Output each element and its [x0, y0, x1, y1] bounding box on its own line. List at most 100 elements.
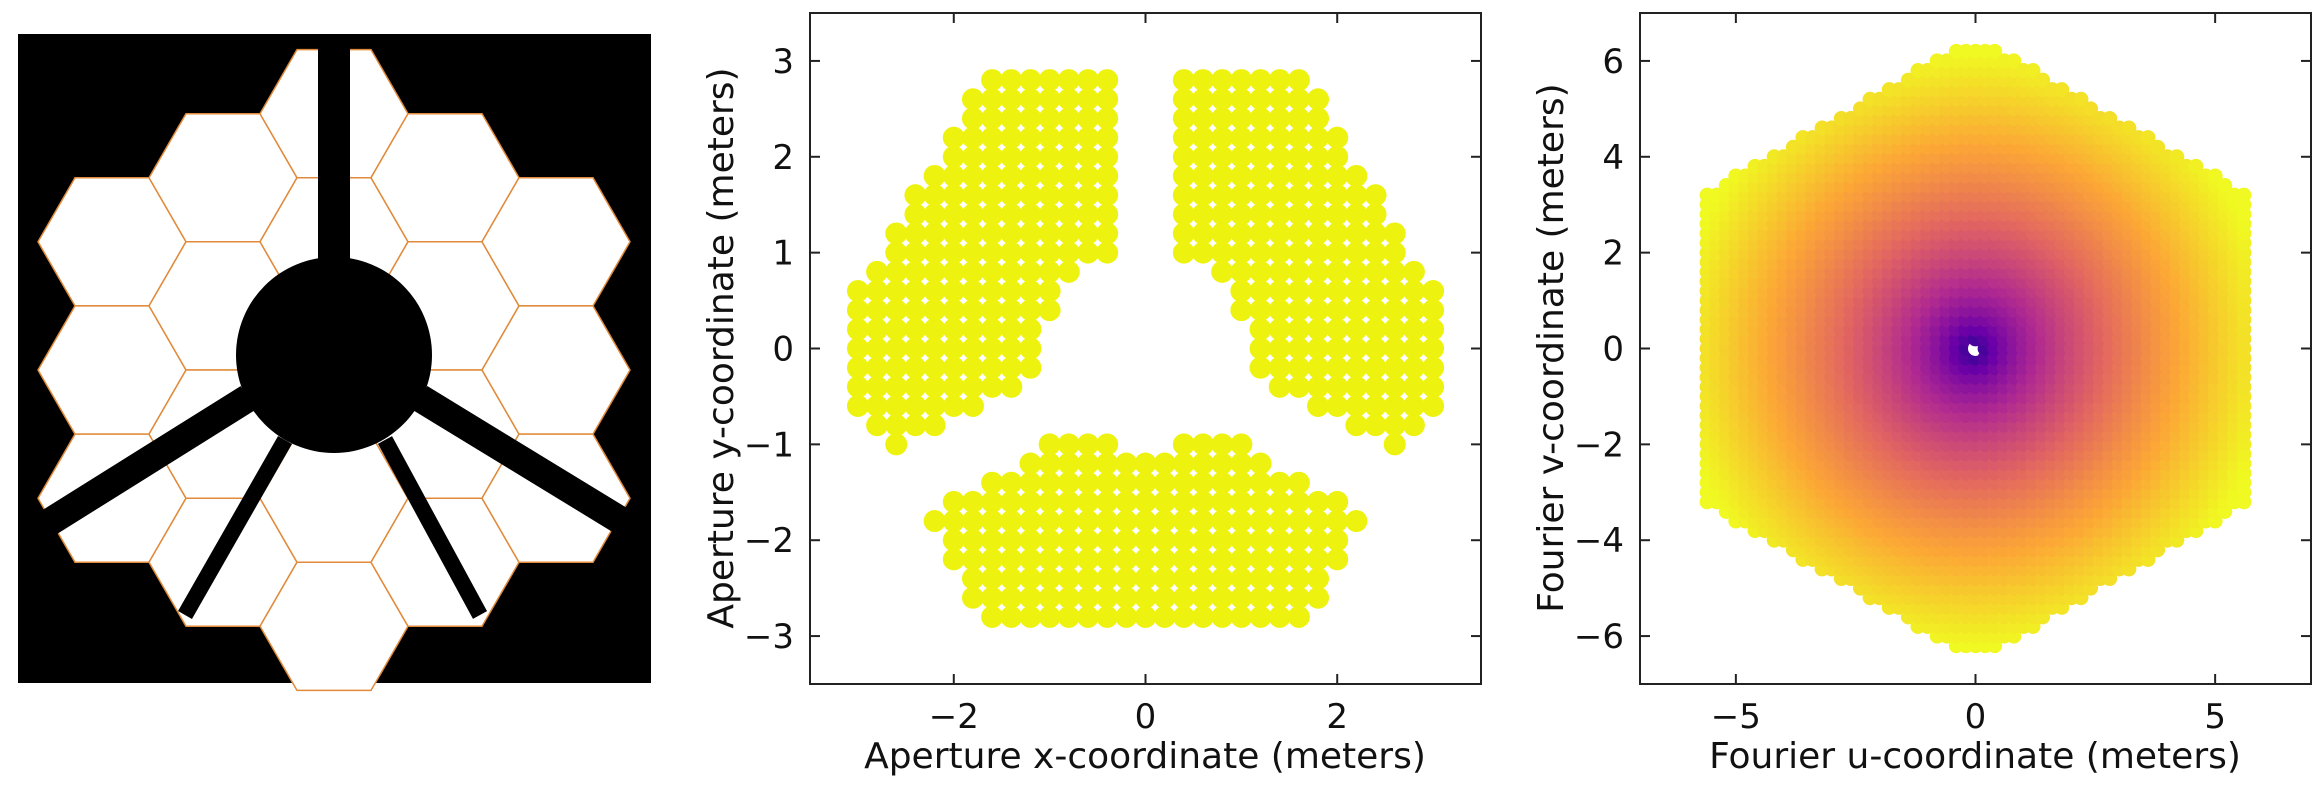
- aperture-point: [1000, 241, 1023, 264]
- aperture-point: [1383, 241, 1406, 264]
- aperture-point: [1057, 471, 1080, 494]
- aperture-point: [1172, 471, 1195, 494]
- aperture-point: [1038, 567, 1061, 590]
- aperture-point: [1076, 164, 1099, 187]
- aperture-point: [1192, 529, 1215, 552]
- aperture-point: [923, 375, 946, 398]
- aperture-point: [1307, 510, 1330, 533]
- aperture-point: [904, 356, 927, 379]
- aperture-point: [1364, 375, 1387, 398]
- aperture-point: [961, 126, 984, 149]
- aperture-point: [1019, 510, 1042, 533]
- aperture-point: [885, 241, 908, 264]
- aperture-point: [1076, 126, 1099, 149]
- aperture-point: [1115, 490, 1138, 513]
- aperture-point: [1038, 433, 1061, 456]
- aperture-point: [1000, 279, 1023, 302]
- fourier-y-tick-label: 4: [1602, 138, 1624, 178]
- aperture-point: [981, 88, 1004, 111]
- aperture-point: [1249, 356, 1272, 379]
- aperture-point: [1230, 548, 1253, 571]
- aperture-point: [885, 356, 908, 379]
- aperture-point: [904, 299, 927, 322]
- aperture-point: [1364, 203, 1387, 226]
- aperture-point: [1192, 164, 1215, 187]
- left-spider: [37, 386, 256, 537]
- aperture-point: [1230, 164, 1253, 187]
- aperture-point: [1000, 356, 1023, 379]
- aperture-point: [866, 356, 889, 379]
- lower-right-strut: [377, 436, 488, 619]
- aperture-point: [1268, 299, 1291, 322]
- aperture-point: [1230, 529, 1253, 552]
- aperture-point: [1402, 318, 1425, 341]
- aperture-point: [923, 299, 946, 322]
- aperture-point: [1096, 471, 1119, 494]
- aperture-point: [1038, 586, 1061, 609]
- aperture-point: [1268, 471, 1291, 494]
- aperture-point: [1019, 69, 1042, 92]
- aperture-point: [981, 69, 1004, 92]
- aperture-point: [1096, 107, 1119, 130]
- aperture-point: [1115, 567, 1138, 590]
- fourier-y-tick-label: −2: [1574, 425, 1624, 465]
- aperture-point: [1096, 222, 1119, 245]
- aperture-point: [1019, 452, 1042, 475]
- aperture-point: [942, 318, 965, 341]
- aperture-point: [923, 337, 946, 360]
- aperture-point: [1268, 222, 1291, 245]
- aperture-point: [1000, 126, 1023, 149]
- fourier-point: [2217, 178, 2233, 194]
- aperture-point: [1383, 318, 1406, 341]
- aperture-point: [1249, 510, 1272, 533]
- aperture-point: [1287, 529, 1310, 552]
- aperture-point: [904, 337, 927, 360]
- aperture-point: [1153, 605, 1176, 628]
- aperture-point: [961, 375, 984, 398]
- aperture-point: [1096, 510, 1119, 533]
- aperture-point: [1038, 222, 1061, 245]
- aperture-point: [1345, 510, 1368, 533]
- aperture-point: [1134, 510, 1157, 533]
- aperture-x-tick-label: 2: [1326, 697, 1348, 737]
- aperture-point: [1230, 452, 1253, 475]
- aperture-point: [1211, 510, 1234, 533]
- pupil-image-panel: [18, 34, 651, 692]
- aperture-point: [1000, 107, 1023, 130]
- aperture-point: [1383, 260, 1406, 283]
- aperture-point: [1096, 605, 1119, 628]
- aperture-point: [1287, 375, 1310, 398]
- aperture-point: [1422, 299, 1445, 322]
- aperture-point: [1422, 356, 1445, 379]
- aperture-point: [1268, 126, 1291, 149]
- aperture-point: [1402, 395, 1425, 418]
- aperture-point: [1134, 529, 1157, 552]
- aperture-point: [1172, 69, 1195, 92]
- aperture-point: [1000, 471, 1023, 494]
- aperture-point: [1172, 433, 1195, 456]
- aperture-point: [961, 490, 984, 513]
- fourier-point: [2188, 158, 2204, 174]
- aperture-point: [1153, 529, 1176, 552]
- aperture-point: [1115, 605, 1138, 628]
- aperture-point: [904, 414, 927, 437]
- aperture-point: [1192, 510, 1215, 533]
- aperture-point: [1230, 299, 1253, 322]
- aperture-point: [1307, 356, 1330, 379]
- aperture-point: [1038, 260, 1061, 283]
- aperture-point: [1192, 452, 1215, 475]
- aperture-point: [1422, 375, 1445, 398]
- aperture-point: [1211, 548, 1234, 571]
- aperture-point: [1326, 222, 1349, 245]
- aperture-point: [1076, 605, 1099, 628]
- aperture-point: [1211, 184, 1234, 207]
- aperture-point: [1307, 337, 1330, 360]
- aperture-point: [942, 145, 965, 168]
- aperture-point: [1076, 241, 1099, 264]
- aperture-point: [981, 337, 1004, 360]
- aperture-point: [1287, 510, 1310, 533]
- fourier-y-axis-label: Fourier v-coordinate (meters): [1531, 83, 1572, 612]
- aperture-point: [1211, 567, 1234, 590]
- aperture-point: [1153, 586, 1176, 609]
- aperture-point: [1345, 203, 1368, 226]
